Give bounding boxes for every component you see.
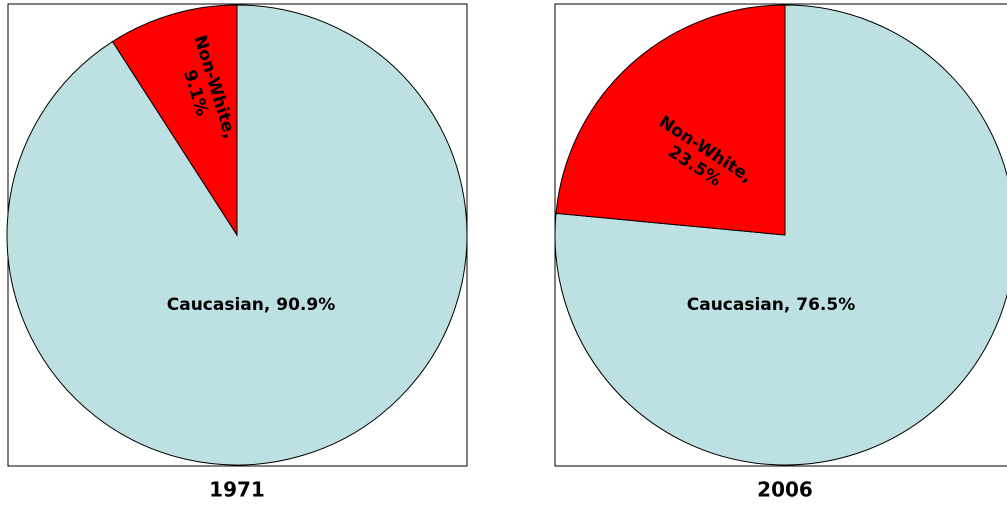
chart-title: 2006 bbox=[757, 478, 813, 502]
pie-slice bbox=[111, 4, 238, 237]
slice-label: Caucasian, 76.5% bbox=[687, 295, 855, 315]
chart-title: 1971 bbox=[209, 478, 265, 502]
pie-slice bbox=[555, 4, 786, 236]
slice-label: Caucasian, 90.9% bbox=[167, 295, 335, 315]
